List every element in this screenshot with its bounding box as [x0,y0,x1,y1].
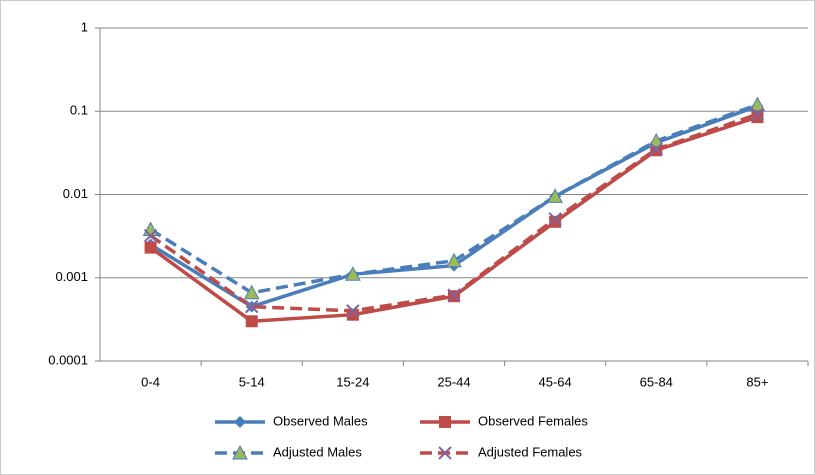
legend-label: Adjusted Males [273,444,362,459]
legend-item: Adjusted Females [420,444,583,460]
y-tick-label: 0.001 [55,269,88,284]
marker [143,228,158,243]
marker [245,315,258,328]
x-tick-label: 25-44 [437,374,470,389]
marker [345,266,361,281]
marker [750,107,765,121]
legend-item: Observed Males [215,413,368,428]
marker [548,212,562,226]
legend-item: Adjusted Males [215,444,362,460]
x-tick-label: 85+ [746,374,768,389]
marker [648,132,665,148]
y-tick-label: 0.0001 [48,352,88,367]
marker [547,188,563,203]
legend-item: Observed Females [420,413,588,428]
marker [232,444,248,460]
y-tick-label: 0.1 [70,103,88,118]
marker [649,142,663,156]
marker [439,416,451,428]
legend-label: Adjusted Females [478,444,583,459]
legend-label: Observed Males [273,413,368,428]
marker [749,96,766,112]
x-tick-label: 0-4 [141,374,160,389]
marker [751,111,764,124]
marker [346,304,360,318]
x-tick-label: 65-84 [640,374,673,389]
marker [438,446,452,460]
marker [245,299,259,314]
marker [446,252,462,268]
marker [243,284,260,300]
x-tick-label: 5-14 [239,374,265,389]
marker [447,288,461,302]
legend-label: Observed Females [478,413,588,428]
x-tick-label: 15-24 [336,374,369,389]
y-tick-label: 1 [81,19,88,34]
x-tick-label: 45-64 [539,374,572,389]
marker [234,416,246,428]
marker [144,241,157,254]
y-tick-label: 0.01 [63,186,88,201]
